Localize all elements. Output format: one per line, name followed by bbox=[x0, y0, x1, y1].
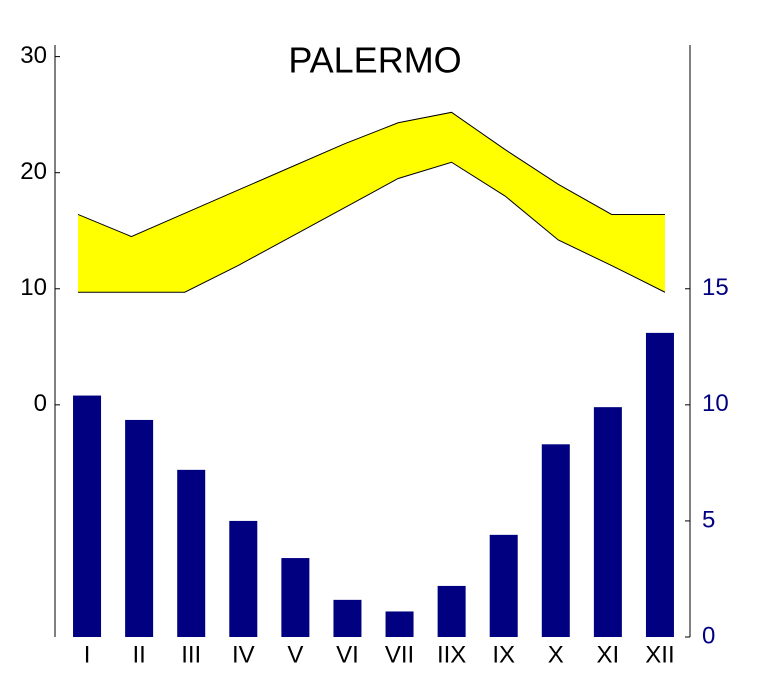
bar bbox=[229, 520, 258, 637]
y2-tick-label: 15 bbox=[702, 274, 729, 301]
x-tick-label: V bbox=[287, 641, 303, 668]
x-tick-label: III bbox=[181, 641, 201, 668]
bar bbox=[489, 534, 518, 637]
x-tick-label: XII bbox=[645, 641, 674, 668]
bar bbox=[125, 419, 154, 637]
bar bbox=[177, 469, 206, 637]
min-temperature-line bbox=[78, 161, 666, 293]
y-tick-label: 0 bbox=[34, 390, 47, 417]
x-tick-label: VI bbox=[336, 641, 359, 668]
y2-tick-label: 10 bbox=[702, 390, 729, 417]
y-tick-label: 10 bbox=[20, 274, 47, 301]
y-tick-label: 20 bbox=[20, 158, 47, 185]
bar bbox=[281, 558, 310, 637]
bar bbox=[385, 611, 414, 637]
temperature-band bbox=[78, 112, 665, 293]
bar bbox=[541, 444, 570, 637]
y2-tick-label: 5 bbox=[702, 506, 715, 533]
x-tick-label: I bbox=[84, 641, 91, 668]
x-tick-label: II bbox=[132, 641, 145, 668]
x-tick-label: IIX bbox=[437, 641, 466, 668]
x-tick-label: X bbox=[548, 641, 564, 668]
bar bbox=[593, 407, 622, 637]
chart-title: PALERMO bbox=[288, 40, 461, 81]
y-tick-label: 30 bbox=[20, 42, 47, 69]
bar bbox=[645, 332, 674, 637]
x-tick-label: VII bbox=[385, 641, 414, 668]
x-tick-label: IV bbox=[232, 641, 255, 668]
x-tick-label: XI bbox=[597, 641, 620, 668]
bar bbox=[73, 395, 102, 637]
bar bbox=[437, 585, 466, 637]
y2-tick-label: 0 bbox=[702, 622, 715, 649]
x-tick-label: IX bbox=[492, 641, 515, 668]
max-temperature-line bbox=[77, 111, 665, 238]
bar bbox=[333, 599, 362, 637]
